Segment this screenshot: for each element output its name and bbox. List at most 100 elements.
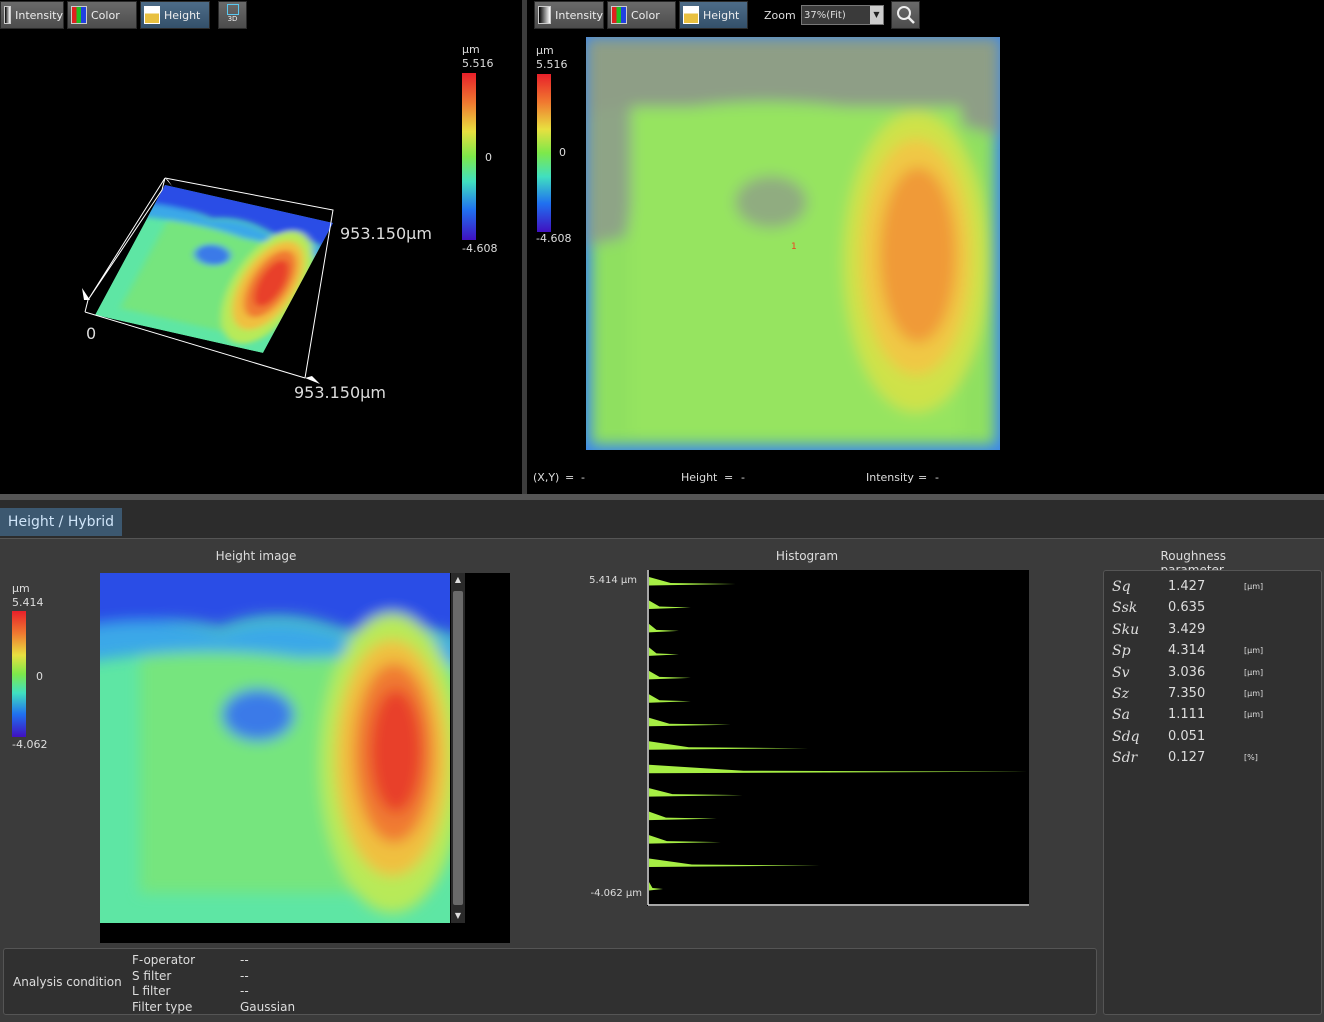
condition-value: --	[240, 968, 249, 983]
icon	[226, 4, 239, 15]
param-name: Sdq	[1112, 728, 1140, 745]
zoom-value: 37%(Fit)	[804, 10, 846, 21]
param-value: 3.036	[1168, 664, 1206, 680]
histogram-min: -4.062 μm	[590, 888, 642, 899]
dropdown-arrow[interactable]: ▼	[870, 6, 883, 24]
param-unit: [μm]	[1244, 667, 1264, 677]
param-name: Sdr	[1112, 750, 1138, 767]
param-unit: [%]	[1244, 753, 1258, 763]
color-button[interactable]: Color	[67, 1, 137, 29]
label: Height	[703, 8, 740, 22]
zoom-select[interactable]: 37%(Fit) ▼	[801, 5, 884, 25]
search-button[interactable]	[891, 1, 920, 29]
scrollbar[interactable]: ▲ ▼	[451, 573, 465, 923]
param-value: 0.051	[1168, 728, 1206, 744]
height-image	[100, 573, 450, 923]
param-unit: [μm]	[1244, 582, 1264, 591]
condition-name: F-operator	[132, 953, 196, 967]
histogram-spike	[649, 882, 663, 891]
condition-name: L filter	[132, 984, 171, 999]
param-name: Sa	[1112, 707, 1130, 724]
intensity-button[interactable]: Intensity	[534, 1, 604, 29]
colorbar-max: 5.516	[536, 58, 568, 71]
label: Color	[91, 8, 120, 22]
colorbar-zero: 0	[559, 146, 566, 159]
colorbar-unit: μm	[462, 43, 480, 56]
status-eq: =	[565, 471, 575, 484]
status-label: (X,Y)	[533, 471, 560, 484]
colorbar-min: -4.608	[462, 242, 498, 255]
colorbar-unit: μm	[12, 582, 30, 595]
splitter[interactable]	[0, 494, 1324, 500]
splitter[interactable]	[522, 0, 527, 494]
3d-view	[82, 175, 346, 384]
param-name: Sku	[1112, 621, 1140, 638]
histogram-spike	[649, 694, 691, 703]
param-value: 1.111	[1168, 707, 1206, 723]
condition-name: Filter type	[132, 999, 193, 1014]
param-value: 4.314	[1168, 643, 1206, 659]
status-label: Intensity	[866, 471, 914, 484]
color-button[interactable]: Color	[607, 1, 676, 29]
histogram-spike	[649, 811, 717, 821]
histogram-spike	[649, 577, 736, 586]
condition-name: S filter	[132, 968, 172, 983]
param-value: 7.350	[1168, 686, 1206, 701]
colorbar-unit: μm	[536, 44, 554, 57]
colorbar-max: 5.414	[12, 596, 44, 609]
tab[interactable]: Height / Hybrid	[0, 508, 122, 536]
hybrid-image	[586, 37, 1000, 450]
axis-label: 953.150μm	[340, 224, 432, 243]
label: 3D	[227, 15, 238, 23]
icon	[71, 6, 87, 24]
label: Intensity	[15, 8, 63, 22]
intensity-button[interactable]: Intensity	[0, 1, 64, 29]
section-title: Height image	[215, 549, 297, 563]
condition-value: Gaussian	[240, 999, 296, 1014]
colorbar-zero: 0	[36, 670, 43, 683]
analysis-title: Analysis condition	[13, 975, 122, 989]
param-value: 0.127	[1168, 750, 1206, 766]
axis-label: 953.150μm	[294, 383, 386, 402]
scroll-down[interactable]: ▼	[454, 911, 462, 920]
histogram-max: 5.414 μm	[589, 575, 637, 586]
colorbar	[12, 611, 26, 737]
label: Height	[164, 8, 201, 22]
icon	[683, 6, 699, 24]
3d-button[interactable]: 3D	[218, 1, 247, 29]
param-unit: [μm]	[1244, 646, 1264, 656]
colorbar-min: -4.062	[12, 738, 48, 751]
histogram-spike	[649, 670, 691, 680]
condition-value: --	[240, 984, 249, 999]
status-label: Height	[681, 471, 718, 484]
param-value: 0.635	[1168, 600, 1206, 616]
colorbar	[537, 74, 551, 232]
3d-box	[84, 177, 334, 379]
histogram-spike	[649, 858, 821, 868]
param-name: Ssk	[1112, 600, 1138, 617]
scroll-up[interactable]: ▲	[454, 575, 462, 584]
magnifier-icon	[896, 6, 915, 24]
3d-surface	[85, 175, 346, 355]
icon	[611, 6, 627, 24]
colorbar-min: -4.608	[536, 232, 572, 245]
status-eq: =	[724, 471, 734, 484]
scroll-thumb[interactable]	[453, 591, 463, 905]
histogram	[647, 570, 1029, 906]
param-name: Sv	[1112, 664, 1130, 681]
icon	[4, 6, 12, 24]
param-value: 1.427	[1168, 579, 1206, 594]
colorbar-max: 5.516	[462, 57, 494, 70]
height-button[interactable]: Height	[140, 1, 210, 29]
roughness-table: Sq 1.427 [μm] Ssk 0.635 Sku 3.429 Sp 4.314 [μm] Sv…	[1103, 570, 1322, 1015]
height-button[interactable]: Height	[679, 1, 748, 29]
histogram-spike	[649, 741, 809, 750]
param-name: Sp	[1112, 643, 1131, 660]
status-value: -	[581, 471, 585, 484]
param-unit: [μm]	[1244, 689, 1264, 698]
tab-bar	[0, 500, 1324, 539]
label: Color	[631, 8, 660, 22]
icon	[144, 6, 160, 24]
